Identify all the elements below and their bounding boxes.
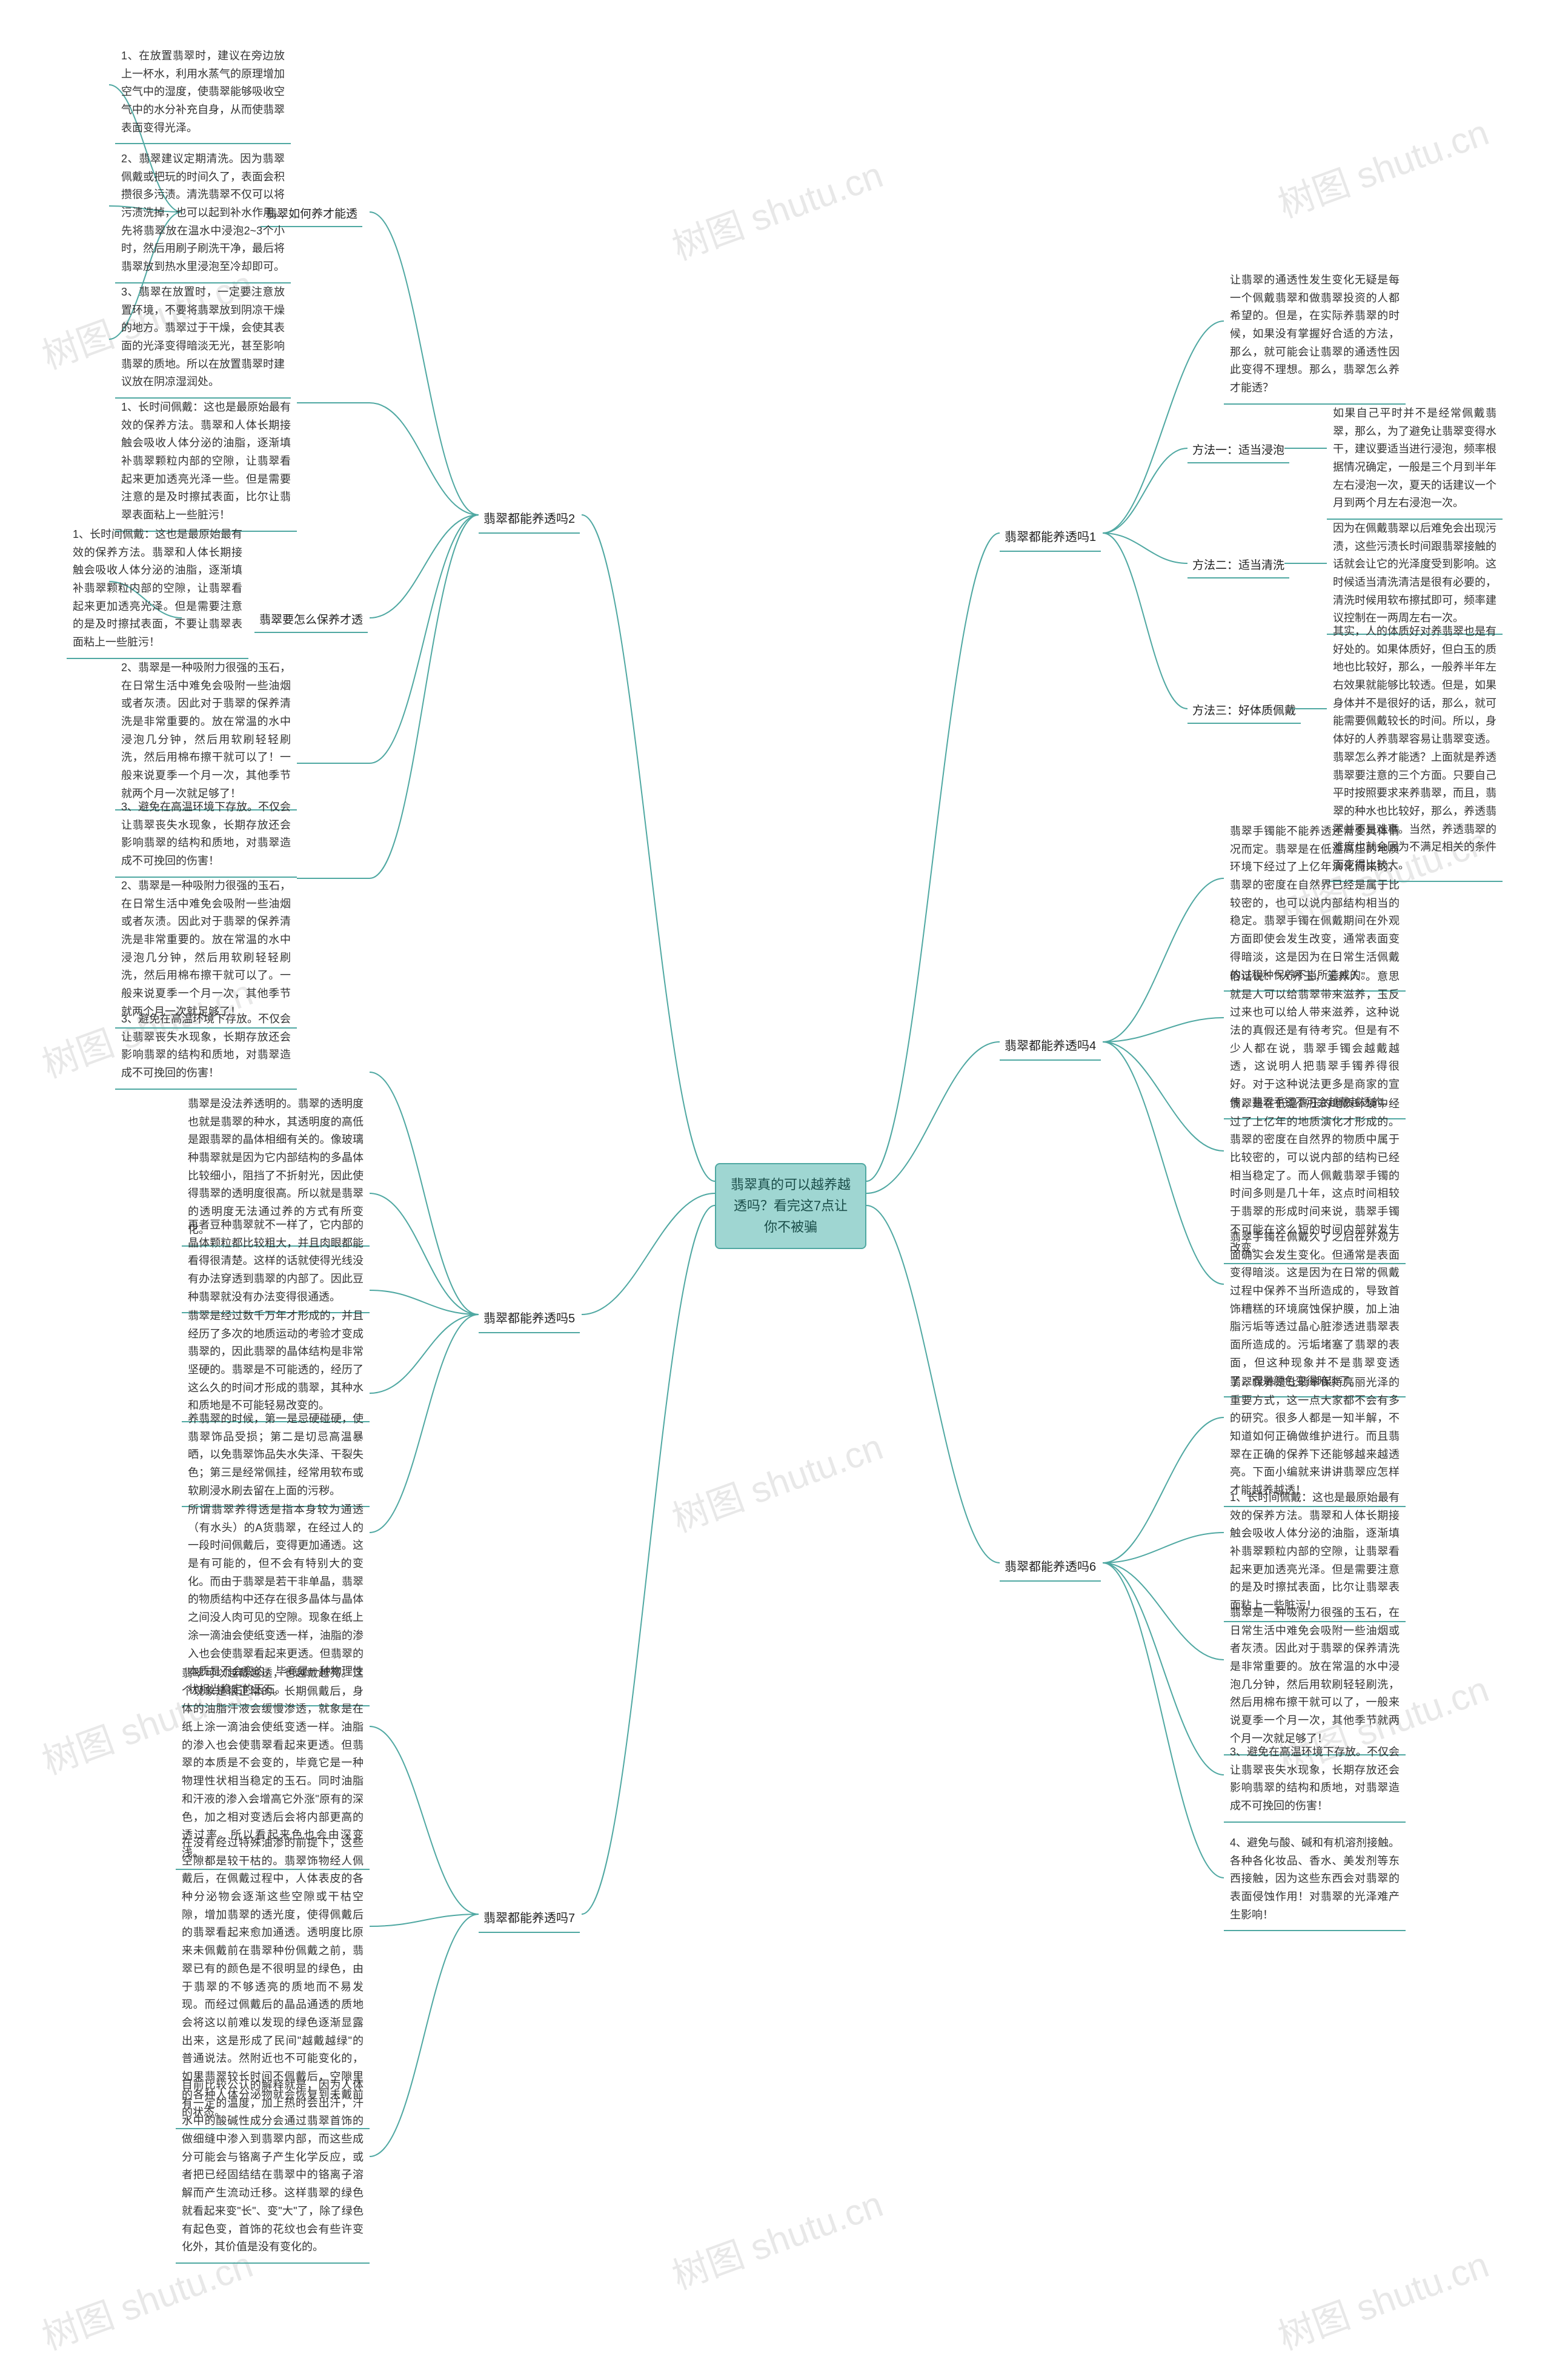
b1-method-2: 方法二：适当清洗 xyxy=(1187,554,1289,578)
branch-1: 翡翠都能养透吗1 xyxy=(1000,524,1101,552)
watermark: 树图 shutu.cn xyxy=(1270,2235,1495,2360)
b5-p4: 养翡翠的时候，第一是忌硬碰硬，使翡翠饰品受损；第二是切忌高温暴晒，以免翡翠饰品失… xyxy=(182,1405,370,1507)
branch-4: 翡翠都能养透吗4 xyxy=(1000,1033,1101,1061)
b2-c3: 3、翡翠在放置时，一定要注意放置环境，不要将翡翠放到阴凉干燥的地方。翡翠过于干燥… xyxy=(115,279,291,399)
watermark: 树图 shutu.cn xyxy=(664,2175,889,2299)
b5-p2: 再者豆种翡翠就不一样了，它内部的晶体颗粒都比较粗大，并且肉眼都能看得很清楚。这样… xyxy=(182,1212,370,1313)
b1-method-2-body: 因为在佩戴翡翠以后难免会出现污渍，这些污渍长时间跟翡翠接触的话就会让它的光泽度受… xyxy=(1327,515,1503,635)
mindmap-canvas: 树图 shutu.cn 树图 shutu.cn 树图 shutu.cn 树图 s… xyxy=(0,0,1551,2380)
b6-p3: 3、避免在高温环境下存放。不仅会让翡翠丧失水现象，长期存放还会影响翡翠的结构和质… xyxy=(1224,1739,1406,1823)
b6-p4: 4、避免与酸、碱和有机溶剂接触。各种各化妆品、香水、美发剂等东西接触，因为这些东… xyxy=(1224,1829,1406,1931)
watermark: 树图 shutu.cn xyxy=(664,145,889,270)
b2-preserve-title: 翡翠要怎么保养才透 xyxy=(254,609,368,633)
watermark: 树图 shutu.cn xyxy=(1270,103,1495,228)
branch-2: 翡翠都能养透吗2 xyxy=(479,506,580,534)
branch-6: 翡翠都能养透吗6 xyxy=(1000,1554,1101,1582)
b2-p2: 2、翡翠是一种吸附力很强的玉石，在日常生活中难免会吸附一些油烟或者灰渍。因此对于… xyxy=(115,654,297,810)
b6-p2: 翡翠是一种吸附力很强的玉石，在日常生活中难免会吸附一些油烟或者灰渍。因此对于翡翠… xyxy=(1224,1599,1406,1755)
b2-c1: 1、在放置翡翠时，建议在旁边放上一杯水，利用水蒸气的原理增加空气中的湿度，使翡翠… xyxy=(115,42,291,144)
watermark: 树图 shutu.cn xyxy=(664,1417,889,1542)
b1-method-1: 方法一：适当浸泡 xyxy=(1187,439,1289,463)
branch-5: 翡翠都能养透吗5 xyxy=(479,1305,580,1333)
b2-q3: 3、避免在高温环境下存放。不仅会让翡翠丧失水现象，长期存放还会影响翡翠的结构和质… xyxy=(115,1006,297,1090)
b2-p1: 1、长时间佩戴：这也是最原始最有效的保养方法。翡翠和人体长期接触会吸收人体分泌的… xyxy=(115,394,297,532)
b1-method-1-body: 如果自己平时并不是经常佩戴翡翠，那么，为了避免让翡翠变得水干，建议要适当进行浸泡… xyxy=(1327,400,1503,520)
branch-7: 翡翠都能养透吗7 xyxy=(479,1905,580,1933)
b2-p3: 3、避免在高温环境下存放。不仅会让翡翠丧失水现象，长期存放还会影响翡翠的结构和质… xyxy=(115,794,297,878)
b1-method-3: 方法三：好体质佩戴 xyxy=(1187,700,1301,724)
b5-p3: 翡翠是经过数千万年才形成的，并且经历了多次的地质运动的考验才变成翡翠的，因此翡翠… xyxy=(182,1302,370,1422)
b2-c2: 2、翡翠建议定期清洗。因为翡翠佩戴或把玩的时间久了，表面会积攒很多污渍。清洗翡翠… xyxy=(115,145,291,283)
b1-intro: 让翡翠的通透性发生变化无疑是每一个佩戴翡翠和做翡翠投资的人都希望的。但是，在实际… xyxy=(1224,267,1406,405)
root-node: 翡翠真的可以越养越透吗？看完这7点让你不被骗 xyxy=(715,1163,866,1249)
b2-q1-under-preserve: 1、长时间佩戴：这也是最原始最有效的保养方法。翡翠和人体长期接触会吸收人体分泌的… xyxy=(67,521,248,659)
b7-p3: 目前比较公认的解释就是，因为人体有一定的温度，加上热时会出汗，汗水中的酸碱性成分… xyxy=(176,2072,370,2264)
b2-q2: 2、翡翠是一种吸附力很强的玉石，在日常生活中难免会吸附一些油烟或者灰渍。因此对于… xyxy=(115,872,297,1029)
